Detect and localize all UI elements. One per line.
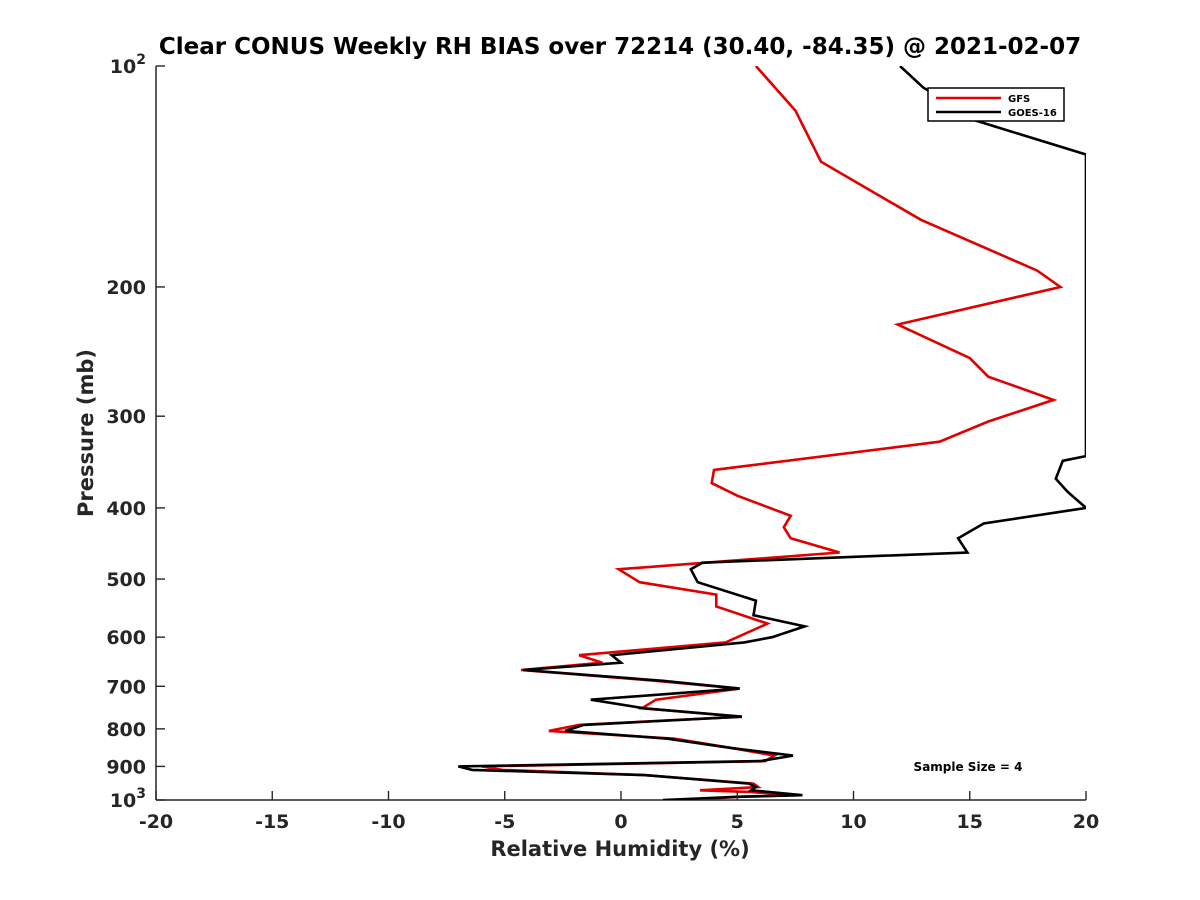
y-tick-label: 800 <box>106 719 146 741</box>
x-tick-label: 5 <box>731 811 744 833</box>
x-tick-label: 15 <box>957 811 983 833</box>
sample-size-annotation: Sample Size = 4 <box>914 760 1023 774</box>
x-tick-label: -10 <box>371 811 405 833</box>
x-tick-label: 10 <box>840 811 866 833</box>
y-tick-label: 200 <box>106 277 146 299</box>
legend-box <box>927 87 1065 122</box>
y-tick-label: 103 <box>110 786 146 812</box>
legend-label-goes-16: GOES-16 <box>1008 108 1057 119</box>
x-axis-label: Relative Humidity (%) <box>490 837 749 861</box>
y-tick-label: 900 <box>106 756 146 778</box>
plot-area <box>155 66 1086 801</box>
series-line-gfs <box>481 66 1064 800</box>
series-layer <box>457 66 1086 800</box>
legend: GFS GOES-16 <box>927 87 1065 122</box>
y-tick-label: 400 <box>106 498 146 520</box>
y-axis-label: Pressure (mb) <box>74 349 98 517</box>
y-axis: 102 200 300 400 500 600 700 800 900 103 <box>106 52 165 812</box>
legend-label-gfs: GFS <box>1008 94 1030 105</box>
y-tick-label: 700 <box>106 676 146 698</box>
x-tick-label: -20 <box>139 811 173 833</box>
x-axis: -20 -15 -10 -5 0 5 10 15 20 <box>139 791 1099 833</box>
y-tick-label: 600 <box>106 627 146 649</box>
x-tick-label: 0 <box>614 811 627 833</box>
y-tick-label: 300 <box>106 406 146 428</box>
x-tick-label: 20 <box>1073 811 1099 833</box>
y-tick-label: 102 <box>110 52 146 78</box>
x-tick-label: -5 <box>494 811 515 833</box>
x-tick-label: -15 <box>255 811 289 833</box>
y-tick-label: 500 <box>106 569 146 591</box>
chart-title: Clear CONUS Weekly RH BIAS over 72214 (3… <box>159 34 1081 60</box>
series-line-goes-16 <box>457 66 1086 800</box>
